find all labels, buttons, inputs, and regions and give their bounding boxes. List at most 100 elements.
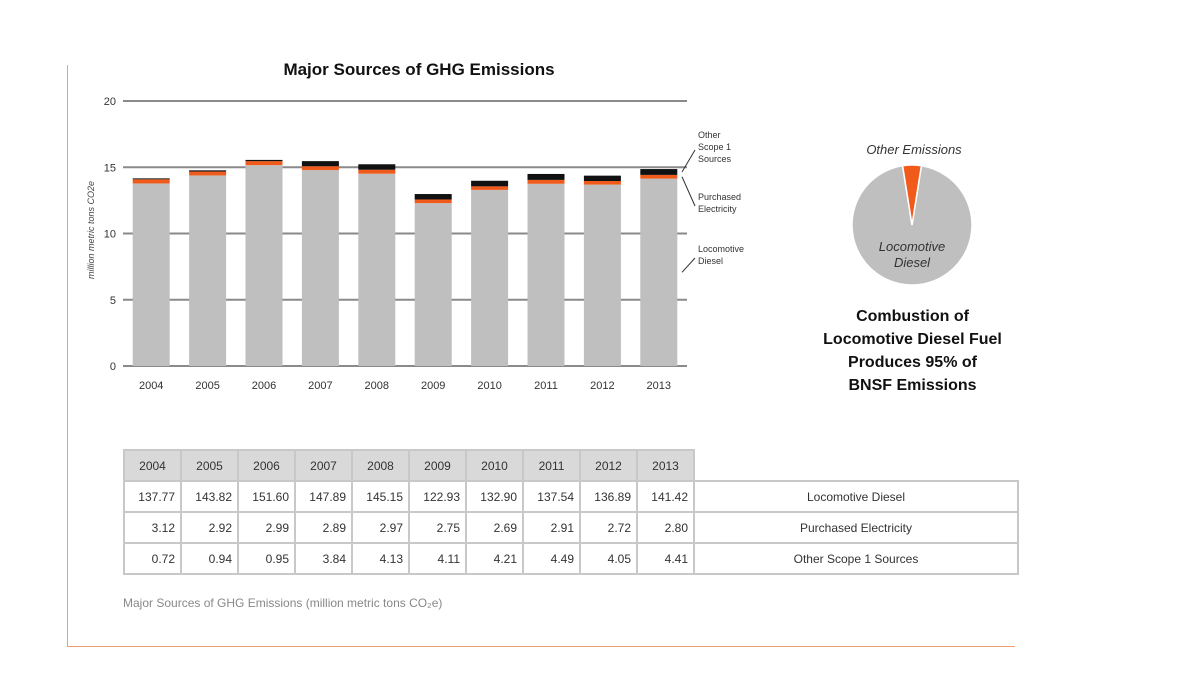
table-cell: 2.75 <box>408 511 467 544</box>
table-row: 137.77 143.82 151.60 147.89 145.15 122.93 132.… <box>123 480 1019 513</box>
pie-caption-line: Combustion of <box>856 308 969 325</box>
table-year-header: 2004 <box>123 449 182 482</box>
table-cell: 136.89 <box>579 480 638 513</box>
bar-segment <box>358 164 396 170</box>
x-tick-label: 2007 <box>308 380 332 392</box>
data-table: 2004 2005 2006 2007 2008 2009 2010 2011 2012 2013… <box>123 449 1019 575</box>
bar-segment <box>527 179 565 184</box>
legend-leader <box>681 176 696 207</box>
pie-slice-other-emissions <box>901 164 923 226</box>
table-cell: 141.42 <box>636 480 695 513</box>
bar-segment <box>640 178 678 366</box>
x-tick-label: 2010 <box>477 380 501 392</box>
bar-segment <box>245 165 283 366</box>
table-cell: 137.54 <box>522 480 581 513</box>
table-cell: 4.21 <box>465 542 524 575</box>
table-cell: 4.49 <box>522 542 581 575</box>
bar-segment <box>189 171 227 176</box>
y-axis-label: million metric tons CO2e <box>86 181 96 279</box>
table-cell: 2.72 <box>579 511 638 544</box>
table-cell: 3.84 <box>294 542 353 575</box>
table-cell: 2.99 <box>237 511 296 544</box>
table-cell: 132.90 <box>465 480 524 513</box>
x-tick-label: 2013 <box>647 380 671 392</box>
table-cell: 143.82 <box>180 480 239 513</box>
frame-left-rule <box>67 65 68 647</box>
y-tick-label: 15 <box>104 162 116 174</box>
bar-segment <box>245 159 283 162</box>
table-cell: 0.72 <box>123 542 182 575</box>
pie-label-locomotive-diesel: Locomotive <box>879 239 945 254</box>
legend-label: Diesel <box>698 256 723 266</box>
legend-leader <box>681 149 696 173</box>
table-cell: 2.97 <box>351 511 410 544</box>
bar-segment <box>245 161 283 166</box>
x-tick-label: 2011 <box>534 380 558 392</box>
table-cell: 145.15 <box>351 480 410 513</box>
x-tick-label: 2012 <box>590 380 614 392</box>
bar-segment <box>414 203 452 366</box>
table-year-header: 2012 <box>579 449 638 482</box>
table-cell: 122.93 <box>408 480 467 513</box>
y-tick-label: 20 <box>104 96 116 108</box>
table-cell: 2.89 <box>294 511 353 544</box>
bar-segment <box>358 169 396 174</box>
pie-caption-line: BNSF Emissions <box>848 377 977 394</box>
pie-label-other-emissions: Other Emissions <box>866 142 962 157</box>
bar-segment <box>301 166 339 171</box>
legend-label: Sources <box>698 154 732 164</box>
legend-label: Locomotive <box>698 244 744 254</box>
table-year-header: 2013 <box>636 449 695 482</box>
bar-segment <box>583 175 621 182</box>
pie-label-locomotive-diesel: Diesel <box>894 255 931 270</box>
bar-segment <box>301 161 339 167</box>
table-row-name: Locomotive Diesel <box>693 480 1019 513</box>
x-tick-label: 2009 <box>421 380 445 392</box>
table-year-header: 2006 <box>237 449 296 482</box>
legend-leader <box>681 257 696 273</box>
table-cell: 4.13 <box>351 542 410 575</box>
legend-label: Electricity <box>698 204 737 214</box>
table-cell: 151.60 <box>237 480 296 513</box>
pie-caption: Combustion of Locomotive Diesel Fuel Produ… <box>800 305 1025 397</box>
table-year-header: 2005 <box>180 449 239 482</box>
bar-segment <box>358 173 396 366</box>
bar-segment <box>132 183 170 366</box>
legend: Other Scope 1 Sources Purchased Electricity L… <box>681 130 744 273</box>
x-tick-label: 2006 <box>252 380 276 392</box>
table-cell: 2.92 <box>180 511 239 544</box>
bar-segment <box>471 186 509 190</box>
table-cell: 4.05 <box>579 542 638 575</box>
bar-segment <box>583 184 621 366</box>
table-cell: 3.12 <box>123 511 182 544</box>
y-tick-label: 0 <box>110 361 116 373</box>
x-tick-label: 2004 <box>139 380 163 392</box>
chart-title: Major Sources of GHG Emissions <box>283 60 554 79</box>
y-tick-label: 5 <box>110 295 116 307</box>
bar-segment <box>189 170 227 172</box>
table-row-name: Purchased Electricity <box>693 511 1019 544</box>
axis-ticks: 2004 2005 2006 2007 2008 2009 2010 2011 2012 2013 <box>139 380 671 392</box>
table-cell: 2.91 <box>522 511 581 544</box>
bar-segment <box>640 174 678 179</box>
table-year-header: 2010 <box>465 449 524 482</box>
pie-caption-line: Locomotive Diesel Fuel <box>823 331 1002 348</box>
legend-label: Scope 1 <box>698 142 731 152</box>
x-tick-label: 2008 <box>365 380 389 392</box>
table-year-header: 2011 <box>522 449 581 482</box>
table-year-header: 2007 <box>294 449 353 482</box>
table-cell: 2.69 <box>465 511 524 544</box>
table-cell: 0.95 <box>237 542 296 575</box>
bar-segment <box>471 180 509 187</box>
y-tick-label: 10 <box>104 229 116 241</box>
legend-label: Other <box>698 130 721 140</box>
bars <box>132 159 678 366</box>
bar-segment <box>132 178 170 180</box>
bar-segment <box>301 170 339 366</box>
table-row: 3.12 2.92 2.99 2.89 2.97 2.75 2.69 2.91 2.72 2.80… <box>123 511 1019 544</box>
bar-segment <box>640 169 678 175</box>
table-header-row: 2004 2005 2006 2007 2008 2009 2010 2011 2012 2013 <box>123 449 1018 482</box>
bar-segment <box>583 181 621 185</box>
